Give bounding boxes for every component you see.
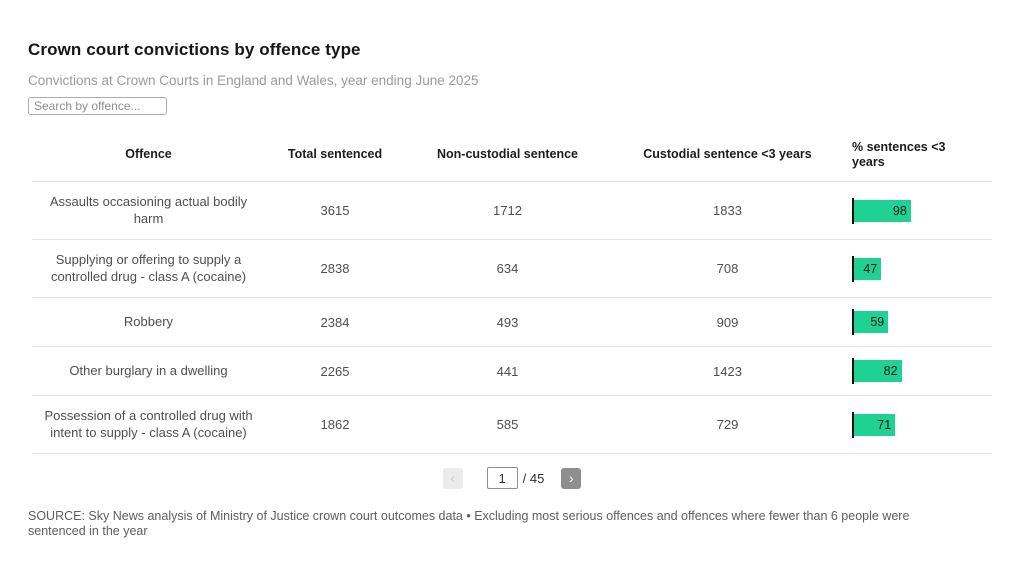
pct-bar-value: 47 [863,261,878,276]
offence-label: Robbery [123,314,174,329]
custodial-lt3-value: 909 [716,314,739,330]
table-row: Robbery 2384 493 909 59 [32,298,992,347]
non-custodial-value: 493 [496,314,519,330]
non-custodial-value: 634 [496,261,519,276]
page-title: Crown court convictions by offence type [28,40,361,59]
pct-bar: 71 [854,413,896,436]
pct-bar: 82 [854,360,902,382]
bar-axis-line [852,255,854,282]
custodial-lt3-value: 708 [716,261,739,276]
pct-bar-chart: 82 [852,358,992,384]
next-page-button[interactable]: › [561,467,582,489]
bar-axis-line [852,197,854,224]
bar-axis-line [852,309,854,335]
total-sentenced-value: 2265 [320,363,350,379]
page-subtitle: Convictions at Crown Courts in England a… [28,73,479,88]
pct-bar-chart: 71 [852,411,992,438]
page-number-input[interactable] [486,467,518,489]
column-header-custodial-lt3: Custodial sentence <3 years [643,147,812,161]
pct-bar-value: 59 [870,315,885,329]
pct-bar-chart: 59 [852,309,992,335]
offence-label: Assaults occasioning actual bodily harm [49,194,248,226]
non-custodial-value: 1712 [493,203,522,218]
custodial-lt3-value: 729 [716,417,739,432]
pct-bar-value: 82 [883,364,898,378]
offence-table: Offence Total sentenced Non-custodial se… [32,128,992,454]
table-row: Assaults occasioning actual bodily harm … [32,182,992,240]
pct-bar-value: 98 [892,203,907,218]
table-body: Assaults occasioning actual bodily harm … [32,182,992,454]
total-sentenced-value: 1862 [320,417,350,432]
total-sentenced-value: 2384 [320,314,350,330]
pct-bar: 47 [854,257,882,280]
table-row: Possession of a controlled drug with int… [32,396,992,454]
column-header-offence: Offence [125,147,172,161]
pct-bar: 59 [854,311,889,333]
page-total-label: / 45 [522,470,545,486]
non-custodial-value: 441 [496,363,519,379]
non-custodial-value: 585 [496,417,519,432]
column-header-total-sentenced: Total sentenced [287,147,383,161]
prev-page-button[interactable]: ‹ [442,467,463,489]
pct-bar: 98 [854,199,911,222]
table-row: Other burglary in a dwelling 2265 441 14… [32,347,992,396]
table-header-row: Offence Total sentenced Non-custodial se… [32,128,992,182]
source-text: SOURCE: Sky News analysis of Ministry of… [28,509,910,538]
search-input[interactable] [28,97,167,115]
total-sentenced-value: 2838 [320,261,350,276]
pagination: ‹ / 45 › [32,467,992,489]
column-header-pct-lt3: % sentences <3 years [852,139,946,169]
total-sentenced-value: 3615 [320,203,350,218]
offence-label: Supplying or offering to supply a contro… [50,252,247,284]
offence-label: Possession of a controlled drug with int… [44,408,253,440]
pct-bar-chart: 47 [852,255,992,282]
offence-label: Other burglary in a dwelling [69,363,228,378]
column-header-non-custodial: Non-custodial sentence [437,147,578,161]
pct-bar-value: 71 [877,417,892,432]
pct-bar-chart: 98 [852,197,992,224]
bar-axis-line [852,358,854,384]
bar-axis-line [852,411,854,438]
widget-header: Crown court convictions by offence type … [0,0,1020,115]
custodial-lt3-value: 1833 [713,203,742,218]
custodial-lt3-value: 1423 [713,363,742,379]
table-row: Supplying or offering to supply a contro… [32,240,992,298]
